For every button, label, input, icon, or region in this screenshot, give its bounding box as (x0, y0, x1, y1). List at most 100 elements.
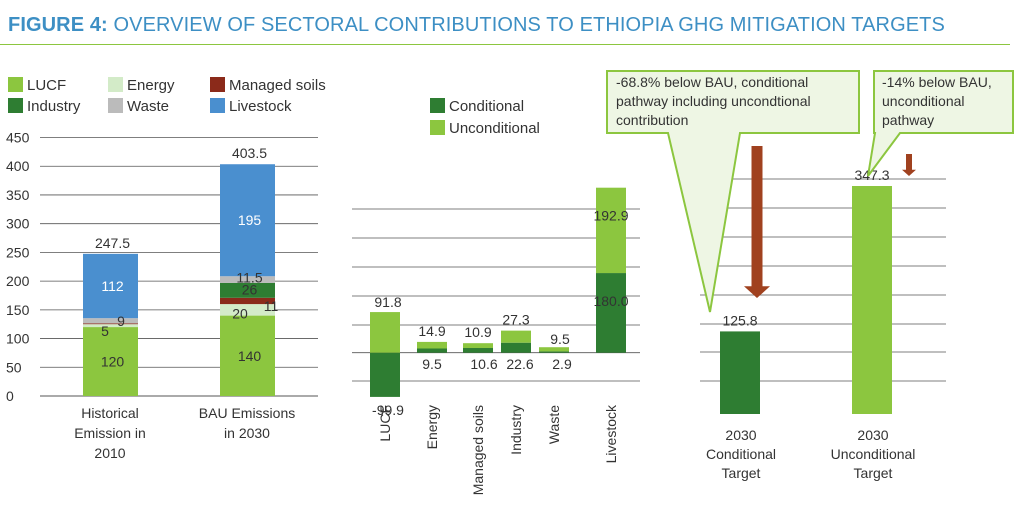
value-label-energy-unconditional: 14.9 (418, 323, 445, 339)
bar-bau-emissions-in-2030-waste (220, 276, 275, 283)
bar-historical-emission-in-2010-livestock (83, 253, 138, 319)
legend-swatch-lucf (8, 77, 23, 92)
category-label-sector-energy: Energy (424, 405, 440, 449)
category-label-historical-emission-in-2010-line-1: Historical (81, 405, 139, 421)
segment-label-historical-emission-in-2010-lucf: 120 (101, 354, 125, 370)
callout-unconditional-line-1: -14% below BAU, (882, 74, 992, 90)
segment-label-bau-emissions-in-2030-waste: 11.5 (236, 269, 262, 285)
category-label-sector-waste: Waste (546, 405, 562, 444)
segment-label-historical-emission-in-2010-waste: 9 (117, 313, 125, 329)
bar-historical-emission-in-2010-managed-soils (83, 323, 138, 325)
arrow-conditional-reduction (744, 146, 770, 298)
bar-sector-managed-soils-conditional (463, 348, 493, 353)
category-label-target-2-line-3: Target (854, 465, 893, 481)
legend-swatch-unconditional (430, 120, 445, 135)
y-tick-label-150: 150 (6, 302, 30, 318)
category-label-sector-industry: Industry (508, 405, 524, 455)
total-label-historical-emission-in-2010: 247.5 (95, 235, 130, 251)
bar-sector-lucf-unconditional (370, 312, 400, 353)
segment-label-bau-emissions-in-2030-industry: 26 (242, 282, 258, 298)
legend-swatch-industry (8, 98, 23, 113)
legend-label-conditional: Conditional (449, 98, 524, 115)
bar-target-2 (852, 185, 892, 414)
y-tick-label-300: 300 (6, 216, 30, 232)
value-label-target-2: 347.3 (854, 167, 889, 183)
bar-sector-livestock-unconditional (596, 187, 626, 274)
category-label-target-2-line-2: Unconditional (831, 446, 916, 462)
value-label-waste-conditional: 2.9 (552, 356, 572, 372)
category-label-historical-emission-in-2010-line-2: Emission in (74, 425, 146, 441)
legend-label-waste: Waste (127, 98, 169, 115)
y-tick-label-400: 400 (6, 158, 30, 174)
bar-sector-energy-conditional (417, 348, 447, 353)
value-label-managed-soils-unconditional: 10.9 (464, 324, 491, 340)
y-tick-label-50: 50 (6, 359, 22, 375)
legend-label-livestock: Livestock (229, 98, 292, 115)
legend-swatch-waste (108, 98, 123, 113)
category-label-sector-livestock: Livestock (603, 404, 619, 463)
bar-sector-lucf-conditional (370, 352, 400, 397)
callout-conditional-line-1: -68.8% below BAU, conditional (616, 74, 808, 90)
category-label-bau-emissions-in-2030-line-2: in 2030 (224, 425, 270, 441)
legend-label-energy: Energy (127, 77, 175, 94)
callout-conditional (606, 70, 860, 313)
bar-historical-emission-in-2010-energy (83, 324, 138, 328)
bar-sector-livestock-conditional (596, 273, 626, 353)
bar-historical-emission-in-2010-waste (83, 318, 138, 324)
category-label-sector-lucf: LUCF (377, 405, 393, 442)
segment-label-bau-emissions-in-2030-livestock: 195 (238, 212, 262, 228)
bar-historical-emission-in-2010-lucf (83, 327, 138, 396)
legend-swatch-conditional (430, 98, 445, 113)
bar-sector-industry-unconditional (501, 330, 531, 343)
callout-conditional-line-3: contribution (616, 112, 688, 128)
callout-conditional-line-2: pathway including uncondtional (616, 93, 811, 109)
y-tick-label-100: 100 (6, 331, 30, 347)
y-tick-label-450: 450 (6, 130, 30, 146)
value-label-lucf-conditional: -99.9 (372, 402, 404, 418)
value-label-energy-conditional: 9.5 (422, 356, 442, 372)
bar-bau-emissions-in-2030-energy (220, 304, 275, 316)
callout-unconditional (867, 70, 1014, 177)
figure-title: FIGURE 4: OVERVIEW OF SECTORAL CONTRIBUT… (8, 14, 945, 37)
value-label-industry-unconditional: 27.3 (502, 312, 529, 328)
figure-label: FIGURE 4: (8, 14, 108, 36)
callout-unconditional-line-2: unconditional (882, 93, 965, 109)
category-label-target-1-line-2: Conditional (706, 446, 776, 462)
bar-bau-emissions-in-2030-managed-soils (220, 297, 275, 305)
legend-label-managed-soils: Managed soils (229, 77, 326, 94)
bar-bau-emissions-in-2030-livestock (220, 164, 275, 277)
value-label-lucf-unconditional: 91.8 (374, 294, 401, 310)
segment-label-bau-emissions-in-2030-managed-soils: 11 (264, 298, 279, 314)
title-rule (0, 44, 1010, 45)
bar-sector-waste-unconditional (539, 347, 569, 352)
category-label-target-1-line-3: Target (722, 465, 761, 481)
category-label-target-2-line-1: 2030 (857, 427, 888, 443)
category-label-bau-emissions-in-2030-line-1: BAU Emissions (199, 405, 295, 421)
value-label-livestock-unconditional: 192.9 (593, 208, 628, 224)
y-tick-label-350: 350 (6, 187, 30, 203)
bar-target-1 (720, 331, 760, 414)
legend-label-unconditional: Unconditional (449, 120, 540, 137)
arrow-unconditional-reduction (902, 154, 916, 176)
segment-label-bau-emissions-in-2030-lucf: 140 (238, 348, 262, 364)
bar-sector-industry-conditional (501, 342, 531, 353)
segment-label-historical-emission-in-2010-energy: 5 (101, 323, 109, 339)
category-label-target-1-line-1: 2030 (725, 427, 756, 443)
bar-sector-managed-soils-unconditional (463, 343, 493, 349)
segment-label-bau-emissions-in-2030-energy: 20 (232, 305, 248, 321)
legend-swatch-managed-soils (210, 77, 225, 92)
category-label-sector-managed-soils: Managed soils (470, 405, 486, 495)
y-tick-label-0: 0 (6, 388, 14, 404)
legend-swatch-livestock (210, 98, 225, 113)
figure-title-text: OVERVIEW OF SECTORAL CONTRIBUTIONS TO ET… (113, 14, 945, 36)
segment-label-historical-emission-in-2010-livestock: 112 (101, 278, 124, 294)
y-tick-label-250: 250 (6, 244, 30, 260)
bar-sector-waste-conditional (539, 351, 569, 353)
value-label-waste-unconditional: 9.5 (550, 331, 570, 347)
category-label-historical-emission-in-2010-line-3: 2010 (94, 445, 125, 461)
value-label-industry-conditional: 22.6 (506, 356, 533, 372)
bar-sector-energy-unconditional (417, 341, 447, 349)
value-label-managed-soils-conditional: 10.6 (470, 356, 497, 372)
legend-label-lucf: LUCF (27, 77, 66, 94)
